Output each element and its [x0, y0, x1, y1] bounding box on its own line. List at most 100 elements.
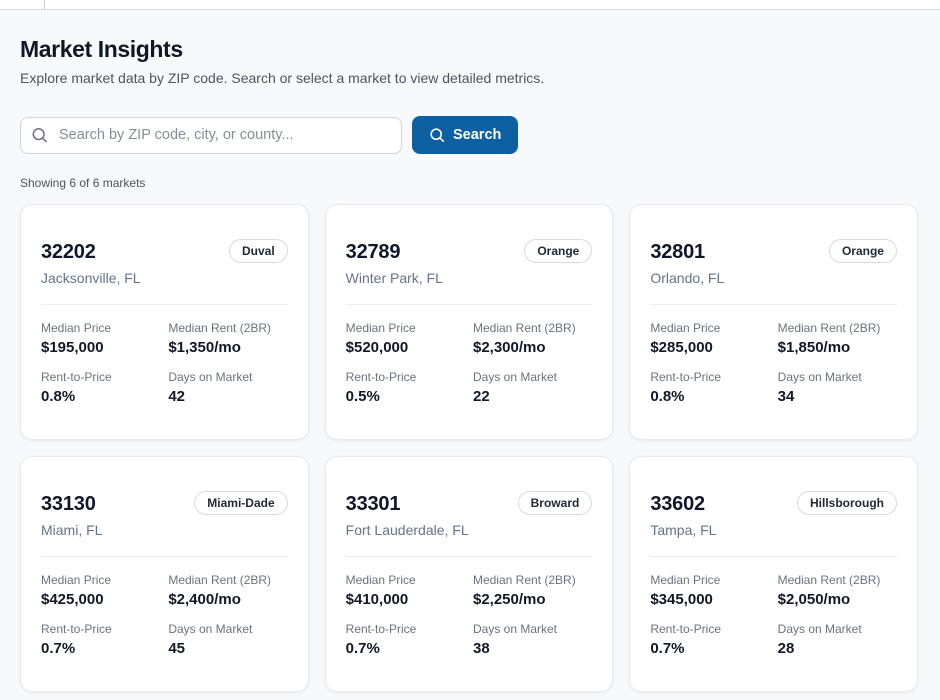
- card-divider: [345, 556, 593, 557]
- metrics-grid: Median Price $410,000 Median Rent (2BR) …: [346, 573, 593, 657]
- search-button[interactable]: Search: [412, 116, 519, 154]
- search-input[interactable]: [20, 116, 402, 154]
- city-label: Tampa, FL: [650, 522, 717, 538]
- metric-days-on-market: Days on Market 34: [778, 370, 897, 405]
- market-card[interactable]: 32801 Orange Orlando, FL Median Price $2…: [629, 204, 918, 440]
- metric-label: Median Price: [345, 573, 416, 587]
- card-header: 32789 Orange: [346, 239, 593, 265]
- metric-label: Days on Market: [777, 622, 862, 636]
- metric-value: 38: [472, 640, 490, 657]
- county-badge: Orange: [828, 239, 897, 263]
- zip-code: 32202: [41, 241, 96, 263]
- metric-median-price: Median Price $410,000: [346, 573, 465, 608]
- search-row: Search: [20, 116, 918, 154]
- metric-label: Rent-to-Price: [41, 370, 112, 384]
- metric-label: Median Price: [41, 321, 112, 335]
- market-card[interactable]: 32789 Orange Winter Park, FL Median Pric…: [324, 204, 614, 440]
- search-field: [20, 116, 402, 154]
- metric-label: Median Rent (2BR): [168, 573, 272, 587]
- city-label: Jacksonville, FL: [41, 270, 141, 286]
- metric-label: Days on Market: [472, 370, 558, 384]
- market-card[interactable]: 32202 Duval Jacksonville, FL Median Pric…: [20, 204, 309, 440]
- metric-rent-to-price: Rent-to-Price 0.5%: [346, 370, 465, 405]
- metric-label: Median Price: [41, 573, 112, 587]
- market-card[interactable]: 33602 Hillsborough Tampa, FL Median Pric…: [629, 456, 918, 692]
- card-header: 33602 Hillsborough: [650, 491, 897, 517]
- metric-label: Median Price: [650, 573, 721, 587]
- zip-code: 33602: [650, 493, 705, 515]
- metric-label: Days on Market: [777, 370, 862, 384]
- top-bar: [0, 0, 940, 10]
- metric-median-price: Median Price $285,000: [650, 321, 769, 356]
- metric-label: Days on Market: [168, 622, 253, 636]
- metric-value: $1,350/mo: [168, 339, 241, 356]
- metric-value: $2,050/mo: [777, 591, 851, 608]
- zip-code: 32801: [650, 241, 705, 263]
- metric-median-price: Median Price $345,000: [650, 573, 769, 608]
- metric-rent-to-price: Rent-to-Price 0.7%: [346, 622, 465, 657]
- search-button-label: Search: [453, 127, 502, 143]
- metric-median-price: Median Price $520,000: [346, 321, 465, 356]
- metric-days-on-market: Days on Market 28: [778, 622, 897, 657]
- metric-rent-to-price: Rent-to-Price 0.7%: [41, 622, 160, 657]
- metric-value: $285,000: [650, 339, 713, 356]
- metric-median-rent: Median Rent (2BR) $1,850/mo: [778, 321, 897, 356]
- zip-code: 33130: [41, 493, 96, 515]
- city-label: Orlando, FL: [650, 270, 725, 286]
- market-card[interactable]: 33301 Broward Fort Lauderdale, FL Median…: [324, 456, 614, 692]
- metric-value: 45: [168, 640, 186, 657]
- card-header: 33130 Miami-Dade: [41, 491, 288, 517]
- metric-value: $520,000: [345, 339, 409, 356]
- metric-label: Median Rent (2BR): [472, 321, 576, 335]
- search-icon: [31, 127, 48, 144]
- metric-value: 0.8%: [41, 388, 76, 405]
- county-badge: Duval: [228, 239, 288, 263]
- card-divider: [650, 304, 897, 305]
- metrics-grid: Median Price $520,000 Median Rent (2BR) …: [346, 321, 593, 405]
- metrics-grid: Median Price $345,000 Median Rent (2BR) …: [650, 573, 897, 657]
- metric-median-rent: Median Rent (2BR) $2,250/mo: [473, 573, 592, 608]
- metric-median-rent: Median Rent (2BR) $2,050/mo: [778, 573, 897, 608]
- card-header: 32801 Orange: [650, 239, 897, 265]
- metric-value: $425,000: [41, 591, 104, 608]
- metrics-grid: Median Price $285,000 Median Rent (2BR) …: [650, 321, 897, 405]
- metric-value: 0.8%: [650, 388, 685, 405]
- metrics-grid: Median Price $425,000 Median Rent (2BR) …: [41, 573, 288, 657]
- zip-code: 32789: [345, 241, 401, 263]
- metric-label: Median Rent (2BR): [777, 573, 881, 587]
- metric-median-price: Median Price $195,000: [41, 321, 160, 356]
- metric-value: 22: [472, 388, 490, 405]
- county-badge: Miami-Dade: [194, 491, 288, 515]
- metric-value: $195,000: [41, 339, 104, 356]
- results-count: Showing 6 of 6 markets: [20, 176, 146, 190]
- metric-value: $345,000: [650, 591, 713, 608]
- metric-label: Rent-to-Price: [650, 622, 722, 636]
- county-badge: Broward: [517, 491, 593, 515]
- metric-days-on-market: Days on Market 45: [168, 622, 287, 657]
- metric-value: 42: [168, 388, 186, 405]
- page-title: Market Insights: [20, 36, 183, 62]
- metric-median-price: Median Price $425,000: [41, 573, 160, 608]
- zip-code: 33301: [345, 493, 401, 515]
- metric-label: Median Price: [345, 321, 416, 335]
- metric-days-on-market: Days on Market 42: [168, 370, 287, 405]
- metric-label: Rent-to-Price: [650, 370, 722, 384]
- metric-rent-to-price: Rent-to-Price 0.8%: [650, 370, 769, 405]
- card-divider: [650, 556, 897, 557]
- county-badge: Orange: [524, 239, 593, 263]
- card-divider: [41, 304, 288, 305]
- metric-label: Median Rent (2BR): [777, 321, 881, 335]
- market-card[interactable]: 33130 Miami-Dade Miami, FL Median Price …: [20, 456, 309, 692]
- metric-median-rent: Median Rent (2BR) $2,400/mo: [168, 573, 287, 608]
- metric-label: Days on Market: [472, 622, 558, 636]
- main-content: Market Insights Explore market data by Z…: [0, 10, 940, 692]
- metric-rent-to-price: Rent-to-Price 0.7%: [650, 622, 769, 657]
- metric-value: $410,000: [345, 591, 409, 608]
- city-label: Winter Park, FL: [345, 270, 443, 286]
- city-label: Fort Lauderdale, FL: [345, 522, 469, 538]
- metric-median-rent: Median Rent (2BR) $2,300/mo: [473, 321, 592, 356]
- metric-label: Rent-to-Price: [345, 622, 417, 636]
- metric-value: 28: [777, 640, 795, 657]
- city-label: Miami, FL: [41, 522, 103, 538]
- metric-median-rent: Median Rent (2BR) $1,350/mo: [168, 321, 287, 356]
